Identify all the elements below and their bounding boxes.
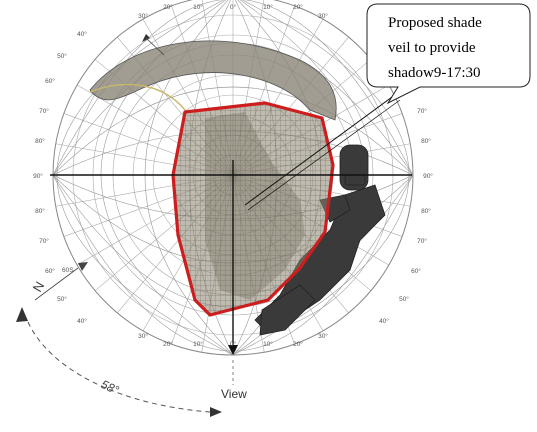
degree-label: 80° <box>35 207 45 215</box>
degree-label: 60° <box>411 267 421 275</box>
angle-arc <box>27 321 211 413</box>
callout-line-3: shadow9-17:30 <box>388 65 481 81</box>
svg-text:58°: 58° <box>99 377 122 397</box>
degree-label: 30° <box>138 12 148 20</box>
degree-label: 70° <box>39 237 49 245</box>
degree-label: 40° <box>77 30 87 38</box>
degree-label: 40° <box>379 317 389 325</box>
degree-label: 20° <box>163 340 173 348</box>
degree-label: 80° <box>421 207 431 215</box>
degree-label: 70° <box>39 107 49 115</box>
callout-bubble: Proposed shade veil to provide shadow9-1… <box>366 3 531 105</box>
degree-label: 90° <box>423 172 433 180</box>
svg-text:View: View <box>221 387 247 401</box>
degree-label: 20° <box>163 3 173 11</box>
view-arrow <box>228 345 238 355</box>
sun-path-trace <box>89 83 186 111</box>
degree-label: 20° <box>293 340 303 348</box>
degree-label: 30° <box>318 12 328 20</box>
angle-arrow-icon <box>210 407 222 417</box>
degree-label: 40° <box>77 317 87 325</box>
degree-label: 80° <box>35 137 45 145</box>
degree-label: 50° <box>57 295 67 303</box>
grid-parallel <box>53 86 413 176</box>
degree-label: 10° <box>263 340 273 348</box>
degree-label: 90° <box>33 172 43 180</box>
callout-line-2: veil to provide <box>388 40 476 56</box>
degree-label: 30° <box>138 332 148 340</box>
svg-text:N: N <box>30 279 48 295</box>
shade-veil-outline <box>171 101 335 317</box>
degree-label: 80° <box>421 137 431 145</box>
degree-label: 0° <box>230 3 237 11</box>
degree-label: 10° <box>193 3 203 11</box>
degree-label: 30° <box>318 332 328 340</box>
svg-text:60S: 60S <box>62 267 74 274</box>
degree-label: 70° <box>417 107 427 115</box>
callout-line-1: Proposed shade <box>388 15 482 31</box>
inner-shadow-region <box>205 112 305 300</box>
north-arrow-icon <box>16 307 28 322</box>
degree-label: 50° <box>399 295 409 303</box>
degree-label: 20° <box>293 3 303 11</box>
degree-label: 10° <box>193 340 203 348</box>
degree-label: 70° <box>417 237 427 245</box>
degree-label: 10° <box>263 3 273 11</box>
degree-label: 60° <box>45 77 55 85</box>
degree-label: 60° <box>45 267 55 275</box>
degree-label: 0° <box>230 340 237 348</box>
degree-label: 50° <box>57 52 67 60</box>
callout-leader <box>244 96 393 206</box>
